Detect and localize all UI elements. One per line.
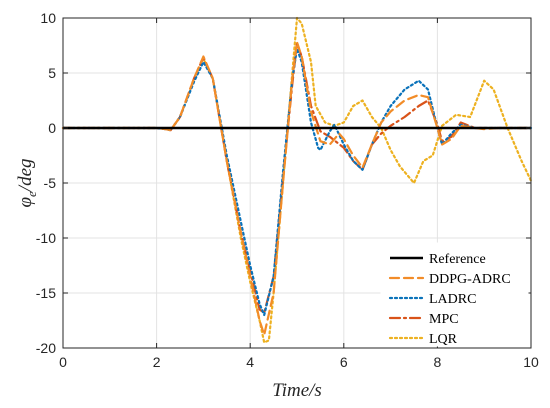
y-tick-label: -10 — [36, 230, 56, 246]
y-tick-labels: -20 -15 -10 -5 0 5 10 — [36, 10, 56, 356]
x-tick-label: 6 — [340, 354, 348, 370]
y-tick-label: -15 — [36, 285, 56, 301]
series-line-ladrc — [61, 47, 533, 317]
legend-items: Reference DDPG-ADRC LADRC MPC LQR — [388, 252, 511, 347]
legend-label: Reference — [429, 252, 486, 267]
y-axis-title-phi: φ — [15, 197, 36, 208]
x-tick-label: 4 — [246, 354, 254, 370]
y-axis-title-subscript: e — [24, 191, 39, 197]
y-tick-label: -5 — [44, 175, 57, 191]
legend-label: DDPG-ADRC — [429, 272, 511, 287]
y-tick-label: 0 — [48, 120, 56, 136]
series-lines — [61, 16, 533, 344]
x-tick-label: 10 — [523, 354, 539, 370]
y-tick-label: -20 — [36, 340, 56, 356]
legend-label: LQR — [429, 332, 458, 347]
x-axis-title: Time/s — [272, 380, 322, 401]
legend-label: MPC — [429, 312, 459, 327]
y-axis-title-rest: /deg — [15, 158, 36, 192]
legend: Reference DDPG-ADRC LADRC MPC LQR — [380, 242, 529, 347]
y-tick-label: 5 — [48, 65, 56, 81]
series-line-ddpg-adrc — [61, 41, 533, 336]
x-tick-labels: 0 2 4 6 8 10 — [59, 354, 539, 370]
legend-label: LADRC — [429, 292, 476, 307]
x-tick-label: 8 — [434, 354, 442, 370]
x-tick-label: 2 — [153, 354, 161, 370]
y-tick-label: 10 — [40, 10, 56, 26]
y-axis-title: φe/deg — [15, 158, 39, 207]
legend-box — [380, 242, 529, 347]
x-tick-label: 0 — [59, 354, 67, 370]
